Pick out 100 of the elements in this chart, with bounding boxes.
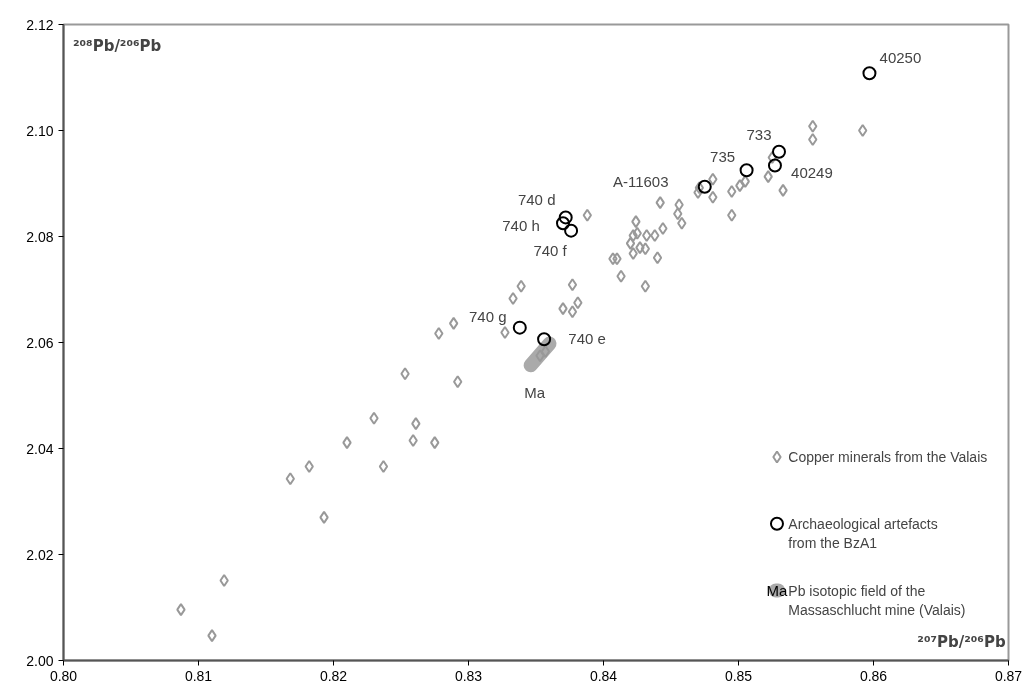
point bbox=[640, 279, 651, 293]
y-tick-label: 2.10 bbox=[26, 122, 54, 139]
point bbox=[735, 179, 745, 193]
point bbox=[453, 375, 463, 389]
x-tick-label: 0.83 bbox=[454, 667, 483, 684]
point bbox=[778, 183, 788, 197]
point bbox=[434, 326, 444, 340]
point bbox=[556, 216, 570, 231]
point bbox=[378, 460, 389, 474]
y-tick-label: 2.08 bbox=[26, 228, 54, 245]
point bbox=[516, 279, 526, 293]
point bbox=[500, 325, 510, 339]
point bbox=[767, 151, 777, 165]
point bbox=[508, 292, 518, 306]
point bbox=[285, 472, 295, 486]
point bbox=[694, 181, 705, 195]
point bbox=[411, 417, 421, 431]
x-tick-label: 0.81 bbox=[184, 667, 213, 684]
x-tick-label: 0.82 bbox=[319, 667, 348, 684]
point bbox=[558, 302, 568, 316]
point bbox=[772, 144, 786, 159]
annotation: 733 bbox=[746, 125, 772, 143]
point bbox=[628, 246, 638, 260]
point bbox=[400, 367, 410, 381]
point bbox=[304, 460, 314, 474]
point bbox=[708, 172, 718, 186]
point bbox=[564, 223, 579, 238]
point bbox=[655, 196, 665, 210]
annotation: 40250 bbox=[879, 49, 922, 67]
point bbox=[635, 241, 645, 255]
annotation: 40249 bbox=[791, 164, 833, 182]
point bbox=[628, 228, 638, 242]
point bbox=[650, 228, 660, 242]
point bbox=[739, 163, 754, 178]
point bbox=[540, 345, 551, 359]
annotation: 740 g bbox=[469, 308, 507, 326]
point bbox=[631, 215, 641, 229]
point bbox=[642, 228, 652, 242]
y-axis-title: ²⁰⁸Pb/²⁰⁶Pb bbox=[72, 37, 162, 56]
point bbox=[625, 236, 636, 250]
point bbox=[567, 305, 578, 319]
y-tick-label: 2.00 bbox=[26, 652, 54, 669]
point bbox=[408, 434, 418, 448]
annotation: A-11603 bbox=[612, 173, 669, 191]
point bbox=[608, 252, 618, 266]
point bbox=[658, 222, 668, 236]
point bbox=[319, 510, 329, 524]
point bbox=[582, 208, 592, 222]
point bbox=[693, 186, 703, 200]
point bbox=[862, 66, 877, 81]
point bbox=[535, 349, 545, 363]
y-tick-label: 2.02 bbox=[26, 546, 54, 563]
point bbox=[674, 198, 684, 212]
point bbox=[342, 436, 352, 450]
point bbox=[727, 208, 737, 222]
point bbox=[176, 603, 186, 617]
x-axis-title: ²⁰⁷Pb/²⁰⁶Pb bbox=[917, 632, 1006, 651]
point bbox=[512, 320, 527, 335]
legend-label: Copper minerals from the Valais bbox=[788, 448, 988, 465]
y-tick-label: 2.12 bbox=[26, 16, 54, 33]
x-tick-label: 0.87 bbox=[994, 667, 1023, 684]
point bbox=[219, 573, 229, 587]
annotation: 740 f bbox=[533, 242, 568, 260]
y-tick-label: 2.04 bbox=[26, 440, 54, 457]
point bbox=[697, 179, 712, 194]
annotation: 740 h bbox=[502, 216, 540, 234]
point bbox=[708, 190, 718, 204]
point bbox=[740, 174, 750, 188]
annotation: 740 e bbox=[568, 329, 606, 347]
point bbox=[767, 158, 782, 173]
point bbox=[207, 629, 217, 643]
legend-label: Pb isotopic field of the Massaschlucht mine (Valais) bbox=[788, 582, 966, 618]
x-tick-label: 0.80 bbox=[49, 667, 78, 684]
point bbox=[673, 207, 683, 221]
point bbox=[727, 184, 737, 198]
point bbox=[558, 210, 573, 225]
point bbox=[616, 269, 626, 283]
point bbox=[612, 252, 622, 266]
point bbox=[808, 133, 818, 147]
point bbox=[448, 316, 459, 330]
point bbox=[763, 170, 773, 184]
x-tick-label: 0.84 bbox=[589, 667, 618, 684]
point bbox=[858, 124, 868, 137]
annotation: 740 d bbox=[517, 190, 556, 208]
x-tick-label: 0.85 bbox=[724, 667, 753, 684]
point bbox=[430, 436, 440, 450]
annotation: Ma bbox=[524, 383, 546, 401]
point bbox=[573, 296, 583, 310]
point bbox=[537, 332, 552, 347]
point bbox=[632, 226, 642, 240]
text: Ma bbox=[766, 582, 788, 600]
point bbox=[640, 242, 651, 256]
point bbox=[652, 251, 663, 265]
annotation: 735 bbox=[710, 148, 736, 166]
point bbox=[369, 411, 379, 425]
y-tick-label: 2.06 bbox=[26, 334, 54, 351]
point bbox=[567, 278, 578, 292]
point bbox=[808, 119, 818, 133]
x-tick-label: 0.86 bbox=[859, 667, 888, 684]
legend-label: Archaeological artefacts from the BzA1 bbox=[788, 515, 938, 551]
